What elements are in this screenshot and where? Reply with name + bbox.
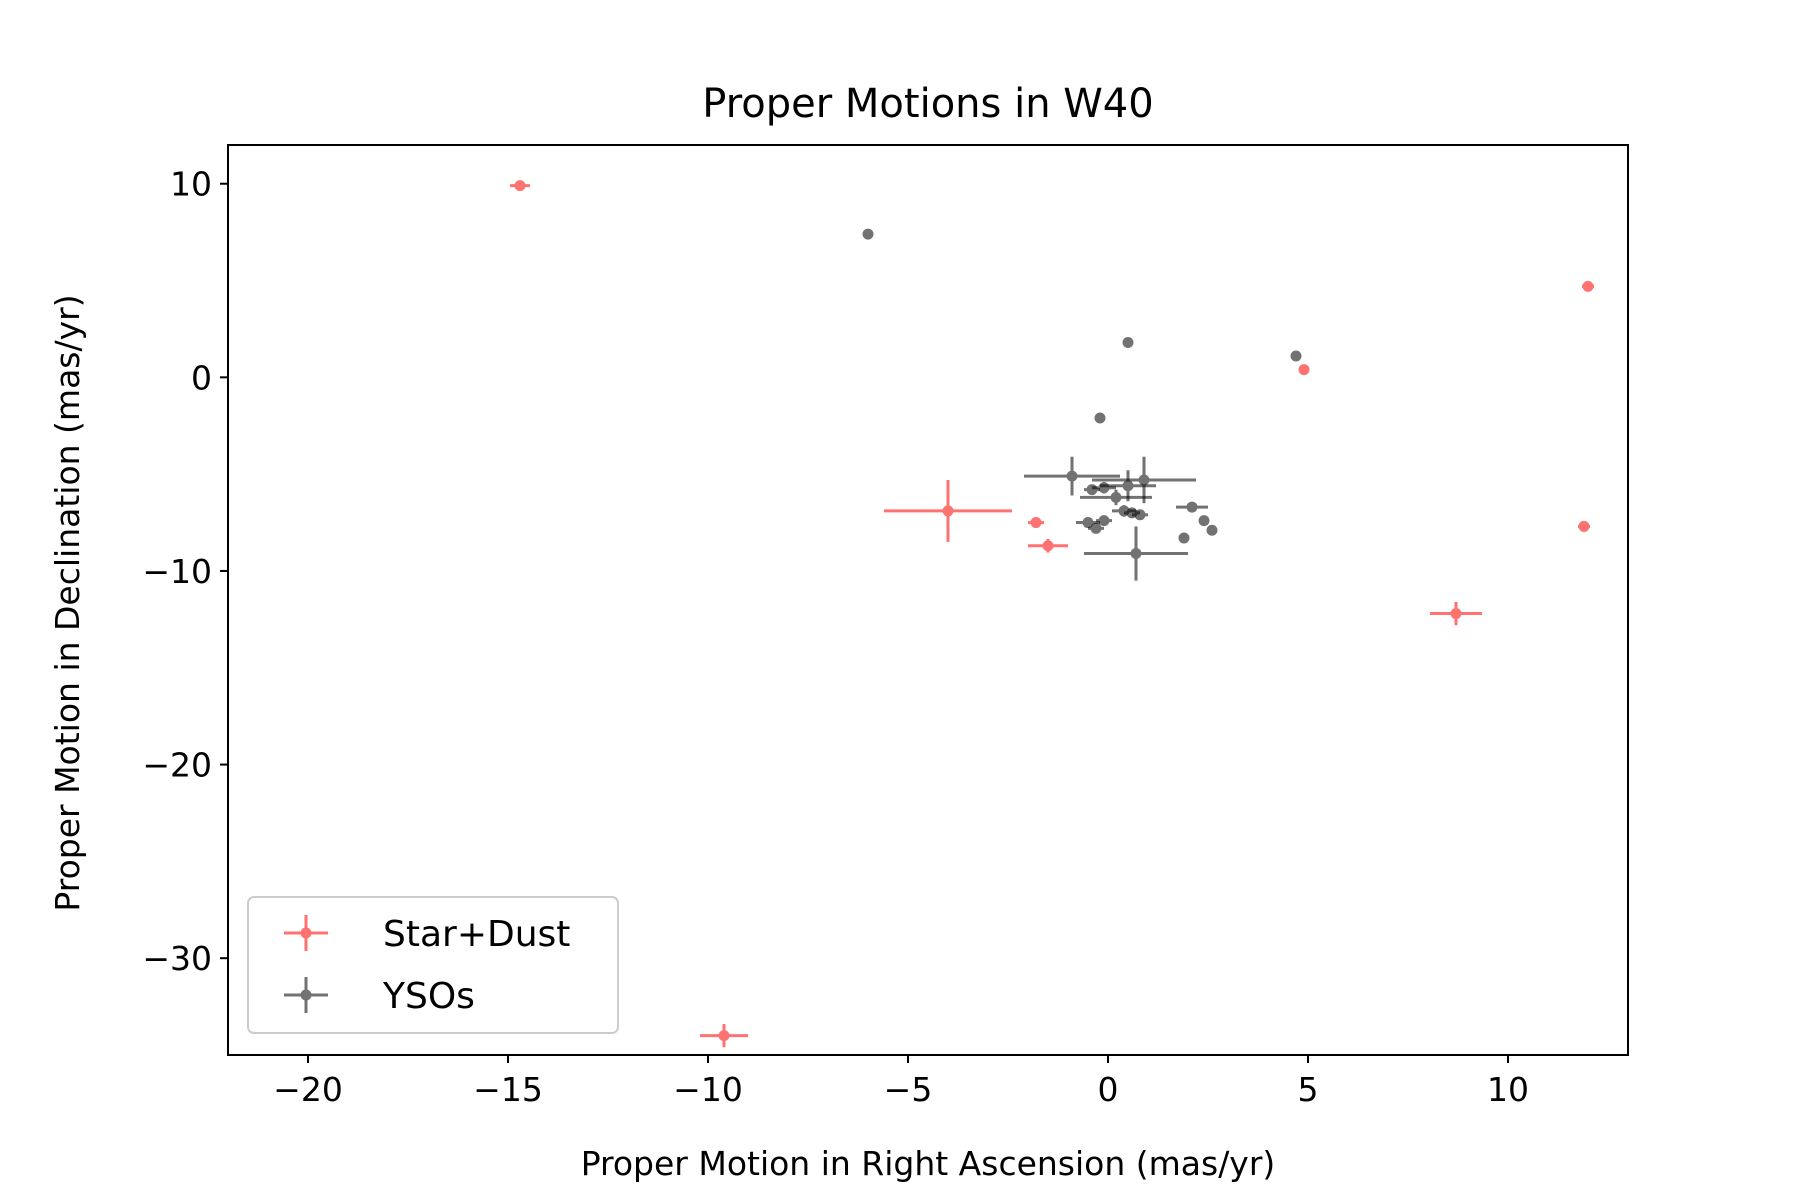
- data-point: [1098, 515, 1110, 527]
- data-point-group: [1092, 456, 1196, 504]
- data-point: [514, 180, 526, 192]
- data-point: [1130, 548, 1142, 560]
- data-point-group: [1122, 336, 1134, 348]
- data-point: [1178, 532, 1190, 544]
- data-point-group: [1178, 532, 1190, 544]
- data-point-group: [1176, 501, 1208, 513]
- x-tick-label: 10: [1487, 1070, 1529, 1109]
- data-point-group: [1298, 364, 1310, 376]
- y-tick-label: −10: [142, 552, 212, 591]
- data-point: [1134, 509, 1146, 521]
- data-point: [1450, 608, 1462, 620]
- data-point: [1582, 280, 1594, 292]
- data-layer: [510, 180, 1594, 1048]
- data-point: [1186, 501, 1198, 513]
- x-axis-label: Proper Motion in Right Ascension (mas/yr…: [581, 1144, 1276, 1183]
- series-0: [510, 180, 1594, 1048]
- legend-marker: [300, 927, 312, 939]
- x-tick-label: 5: [1298, 1070, 1319, 1109]
- data-point-group: [700, 1024, 748, 1048]
- data-point: [1578, 520, 1590, 532]
- legend-marker: [300, 989, 312, 1001]
- y-tick-label: 0: [191, 358, 212, 397]
- y-tick-label: 10: [170, 165, 212, 204]
- data-point-group: [1290, 350, 1302, 362]
- legend: Star+Dust YSOs: [247, 896, 619, 1034]
- data-point: [1066, 470, 1078, 482]
- data-point: [718, 1030, 730, 1042]
- data-point-group: [1088, 522, 1104, 534]
- data-point: [1206, 524, 1218, 536]
- data-point-group: [1582, 280, 1594, 292]
- data-point: [1138, 474, 1150, 486]
- x-tick-label: 0: [1098, 1070, 1119, 1109]
- data-point: [1290, 350, 1302, 362]
- data-point-group: [1076, 517, 1100, 529]
- data-point: [1086, 484, 1098, 496]
- data-point: [1030, 517, 1042, 529]
- data-point-group: [1096, 515, 1112, 527]
- data-point-group: [884, 479, 1012, 542]
- legend-handle: [284, 915, 328, 951]
- data-point-group: [510, 180, 530, 192]
- data-point-group: [1028, 517, 1044, 529]
- data-point: [1098, 482, 1110, 494]
- data-point: [1122, 336, 1134, 348]
- data-point-group: [1028, 539, 1068, 553]
- data-point-group: [1080, 489, 1152, 506]
- legend-handle: [284, 977, 328, 1013]
- x-tick-label: −10: [673, 1070, 743, 1109]
- legend-box: [247, 896, 619, 1034]
- data-point-group: [1092, 481, 1116, 494]
- data-point-group: [1024, 456, 1120, 496]
- series-1: [862, 228, 1302, 581]
- data-point-group: [862, 228, 874, 240]
- y-tick-label: −30: [142, 939, 212, 978]
- axes-layer: −20 −15 −10 −5 0 5 10 −30 −20 −10 0 10: [142, 144, 1629, 1109]
- data-point: [1082, 517, 1094, 529]
- data-point: [942, 505, 954, 517]
- legend-label-1: YSOs: [382, 976, 475, 1017]
- data-point-group: [1578, 520, 1590, 532]
- data-point-group: [1206, 524, 1218, 536]
- plot-frame: [227, 144, 1629, 1056]
- chart-title: Proper Motions in W40: [702, 81, 1153, 127]
- data-point-group: [1094, 412, 1106, 424]
- data-point: [1090, 522, 1102, 534]
- legend-label-0: Star+Dust: [383, 914, 570, 955]
- data-point: [1094, 412, 1106, 424]
- data-point-group: [1132, 509, 1148, 521]
- y-axis-label: Proper Motion in Declination (mas/yr): [48, 294, 87, 911]
- x-tick-label: −5: [884, 1070, 933, 1109]
- data-point: [1110, 491, 1122, 503]
- data-point: [1122, 480, 1134, 492]
- data-point: [862, 228, 874, 240]
- data-point: [1042, 540, 1054, 552]
- data-point: [1298, 364, 1310, 376]
- x-tick-label: −20: [273, 1070, 343, 1109]
- data-point: [1198, 515, 1210, 527]
- data-point-group: [1084, 526, 1188, 581]
- x-tick-label: −15: [473, 1070, 543, 1109]
- data-point-group: [1198, 515, 1210, 527]
- y-tick-label: −20: [142, 746, 212, 785]
- data-point-group: [1430, 601, 1482, 626]
